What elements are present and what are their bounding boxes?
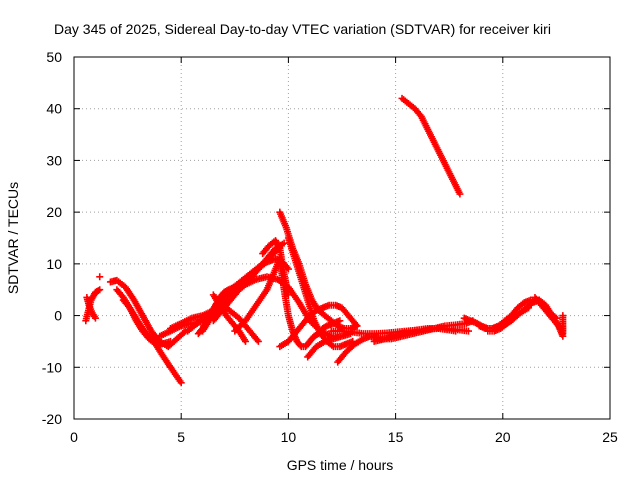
y-tick-label: 30 bbox=[46, 152, 62, 168]
series-track-16 bbox=[231, 255, 284, 335]
y-tick-label: 0 bbox=[54, 308, 62, 324]
data-point bbox=[464, 327, 472, 335]
x-tick-label: 0 bbox=[70, 429, 78, 445]
series-track-03 bbox=[96, 273, 104, 281]
y-tick-label: -10 bbox=[42, 359, 62, 375]
x-tick-label: 20 bbox=[495, 429, 511, 445]
y-tick-label: 50 bbox=[46, 49, 62, 65]
data-marks bbox=[82, 94, 567, 387]
y-tick-label: -20 bbox=[42, 411, 62, 427]
y-tick-label: 10 bbox=[46, 256, 62, 272]
data-point bbox=[96, 273, 104, 281]
data-point bbox=[353, 322, 361, 330]
data-point bbox=[296, 341, 304, 349]
grid bbox=[74, 57, 610, 419]
series-track-06 bbox=[119, 296, 174, 348]
data-point bbox=[180, 328, 188, 336]
series-track-27 bbox=[398, 94, 464, 198]
x-tick-label: 10 bbox=[281, 429, 297, 445]
data-point bbox=[254, 337, 262, 345]
data-point bbox=[96, 286, 104, 294]
chart-title: Day 345 of 2025, Sidereal Day-to-day VTE… bbox=[54, 21, 551, 37]
axes: 0 5 10 15 20 25 -20 -10 0 10 20 30 40 50 bbox=[42, 49, 618, 445]
series-track-26 bbox=[370, 325, 460, 345]
data-point bbox=[242, 337, 250, 345]
series-track-02 bbox=[83, 293, 99, 322]
series-track-32 bbox=[559, 312, 567, 338]
data-point bbox=[452, 327, 460, 335]
plot-frame bbox=[73, 56, 611, 420]
x-tick-label: 5 bbox=[177, 429, 185, 445]
x-axis-label: GPS time / hours bbox=[287, 457, 394, 473]
data-point bbox=[166, 337, 174, 345]
series-track-31 bbox=[531, 293, 565, 332]
data-point bbox=[284, 265, 292, 273]
y-axis-label: SDTVAR / TECUs bbox=[5, 182, 21, 294]
data-point bbox=[456, 190, 464, 198]
data-point bbox=[94, 287, 102, 295]
series-track-21 bbox=[284, 234, 357, 351]
y-tick-label: 40 bbox=[46, 101, 62, 117]
data-point bbox=[91, 314, 99, 322]
data-point bbox=[280, 239, 288, 247]
x-tick-label: 25 bbox=[602, 429, 618, 445]
data-point bbox=[559, 330, 567, 338]
data-point bbox=[177, 379, 185, 387]
y-tick-label: 20 bbox=[46, 204, 62, 220]
x-tick-label: 15 bbox=[388, 429, 404, 445]
